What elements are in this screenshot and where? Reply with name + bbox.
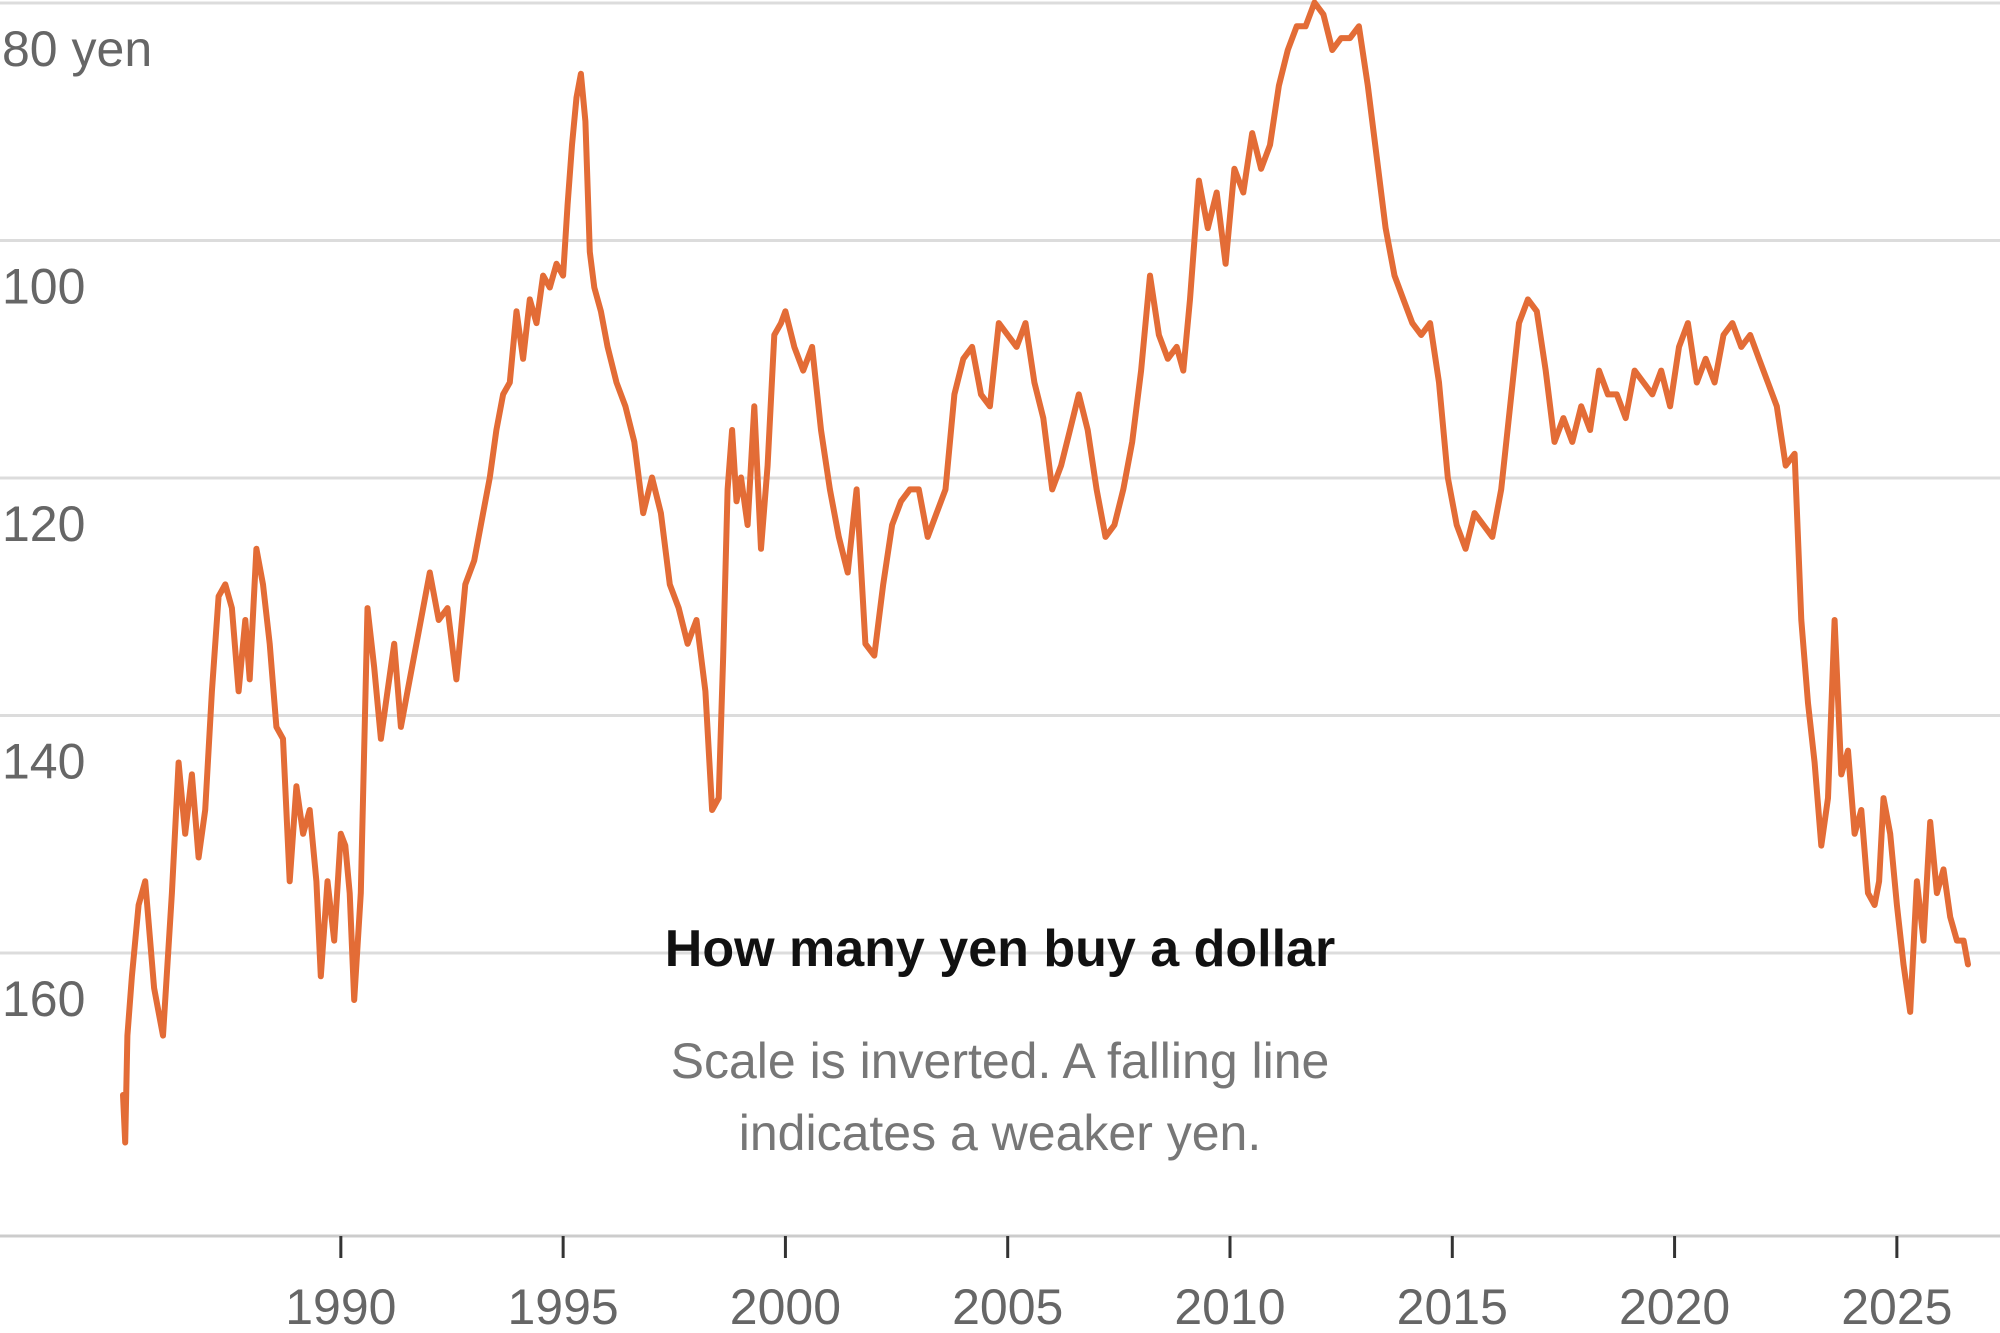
x-tick-label-1990: 1990 (285, 1279, 396, 1333)
y-tick-label-160: 160 (2, 971, 85, 1027)
exchange-rate-line (120, 0, 1971, 1146)
chart-annotation: How many yen buy a dollar Scale is inver… (665, 920, 1335, 1161)
x-tick-label-2000: 2000 (730, 1279, 841, 1333)
grid-lines (0, 1, 2000, 955)
y-tick-label-120: 120 (2, 496, 85, 552)
x-tick-label-2020: 2020 (1619, 1279, 1730, 1333)
y-tick-label-140: 140 (2, 734, 85, 790)
series-layer (120, 0, 1971, 1146)
x-tick-label-2010: 2010 (1174, 1279, 1285, 1333)
y-axis: 80 yen 100 120 140 160 (2, 21, 152, 1027)
chart-title: How many yen buy a dollar (665, 920, 1335, 978)
x-tick-label-1995: 1995 (508, 1279, 619, 1333)
y-tick-label-100: 100 (2, 259, 85, 315)
x-tick-label-2005: 2005 (952, 1279, 1063, 1333)
x-tick-label-2025: 2025 (1841, 1279, 1952, 1333)
chart-subtitle-line-1: Scale is inverted. A falling line (671, 1033, 1330, 1089)
x-axis: 1990 1995 2000 2005 2010 2015 2020 2025 (0, 1234, 2000, 1333)
chart-subtitle-line-2: indicates a weaker yen. (739, 1105, 1262, 1161)
y-tick-label-80: 80 yen (2, 21, 152, 77)
x-tick-label-2015: 2015 (1397, 1279, 1508, 1333)
